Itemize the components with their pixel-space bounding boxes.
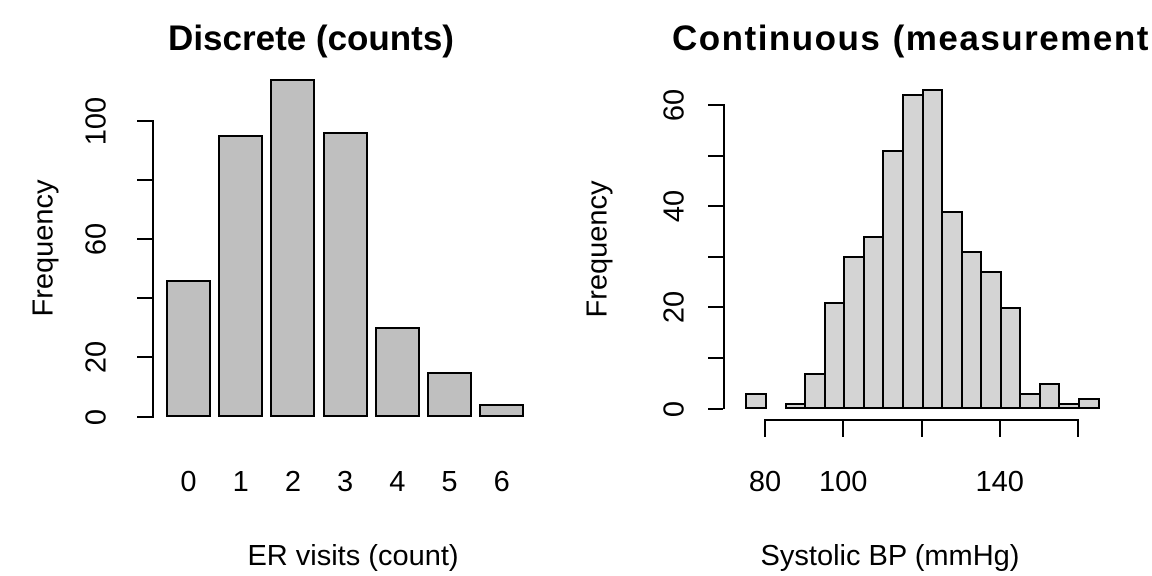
y-tick bbox=[708, 103, 723, 106]
y-axis-line bbox=[722, 103, 725, 410]
y-tick-label: 0 bbox=[80, 408, 113, 425]
y-tick bbox=[137, 356, 152, 359]
hist-bin-125-130 bbox=[941, 210, 963, 409]
y-tick-label: 20 bbox=[658, 291, 691, 324]
hist-bin-135-140 bbox=[980, 271, 1002, 409]
hist-bin-90-95 bbox=[804, 372, 826, 409]
y-tick-label: 60 bbox=[658, 88, 691, 122]
y-tick bbox=[137, 297, 152, 300]
bar-er-visits-0 bbox=[166, 279, 211, 417]
hist-bin-145-150 bbox=[1019, 392, 1041, 409]
x-tick bbox=[998, 420, 1001, 437]
x-axis-label-left: ER visits (count) bbox=[247, 540, 459, 572]
y-axis-label-left: Frequency bbox=[27, 179, 60, 317]
y-tick bbox=[137, 178, 152, 181]
y-tick bbox=[708, 306, 723, 309]
bar-er-visits-1 bbox=[218, 134, 264, 417]
category-label: 5 bbox=[441, 466, 458, 498]
y-tick-label: 0 bbox=[658, 400, 691, 417]
y-tick bbox=[137, 415, 152, 418]
x-tick bbox=[920, 420, 923, 437]
hist-bin-75-80 bbox=[745, 392, 767, 409]
x-tick-label: 140 bbox=[975, 466, 1024, 498]
hist-bin-100-105 bbox=[843, 256, 865, 409]
hist-bin-150-155 bbox=[1038, 382, 1061, 409]
bar-er-visits-3 bbox=[322, 131, 368, 417]
x-tick-label: 100 bbox=[819, 466, 868, 498]
hist-bin-115-120 bbox=[901, 94, 924, 409]
category-label: 1 bbox=[232, 466, 249, 498]
y-tick bbox=[708, 205, 723, 208]
category-label: 6 bbox=[493, 466, 510, 498]
bar-er-visits-4 bbox=[374, 327, 420, 417]
hist-bin-140-145 bbox=[999, 306, 1022, 409]
x-tick bbox=[764, 420, 766, 437]
y-tick-label: 20 bbox=[80, 341, 113, 374]
hist-bin-105-110 bbox=[862, 235, 885, 409]
hist-bin-85-90 bbox=[784, 402, 807, 409]
y-tick bbox=[708, 407, 723, 410]
y-axis-line bbox=[151, 119, 154, 418]
y-tick bbox=[708, 356, 723, 359]
x-axis-label-right: Systolic BP (mmHg) bbox=[760, 540, 1020, 572]
category-label: 4 bbox=[389, 466, 406, 498]
y-tick bbox=[137, 237, 152, 240]
chart-title-left: Discrete (counts) bbox=[168, 19, 454, 58]
y-tick-label: 60 bbox=[80, 222, 113, 256]
x-tick bbox=[842, 420, 845, 437]
y-axis-label-right: Frequency bbox=[581, 180, 614, 318]
bar-er-visits-6 bbox=[479, 404, 525, 417]
hist-bin-160-165 bbox=[1078, 397, 1100, 409]
category-label: 0 bbox=[180, 466, 197, 498]
x-tick-label: 80 bbox=[748, 466, 782, 498]
hist-bin-110-115 bbox=[882, 149, 904, 409]
hist-bin-95-100 bbox=[823, 301, 846, 409]
category-label: 3 bbox=[337, 466, 354, 498]
category-label: 2 bbox=[284, 466, 301, 498]
bar-er-visits-2 bbox=[270, 78, 316, 417]
chart-title-right: Continuous (measurement bbox=[672, 19, 1150, 58]
bar-er-visits-5 bbox=[427, 371, 472, 417]
y-tick bbox=[708, 154, 723, 157]
y-tick bbox=[137, 119, 152, 122]
hist-bin-155-160 bbox=[1058, 402, 1080, 409]
x-tick bbox=[1077, 420, 1079, 437]
y-tick-label: 40 bbox=[658, 189, 691, 223]
hist-bin-120-125 bbox=[921, 89, 944, 409]
hist-bin-130-135 bbox=[960, 251, 983, 409]
y-tick bbox=[708, 255, 723, 258]
y-tick-label: 100 bbox=[80, 96, 113, 145]
